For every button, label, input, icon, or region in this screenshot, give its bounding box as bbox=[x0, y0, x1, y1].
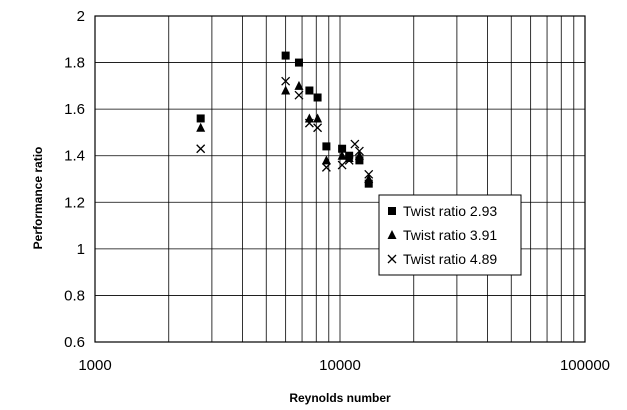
data-point bbox=[337, 150, 347, 160]
legend-label: Twist ratio 4.89 bbox=[403, 251, 497, 267]
legend-marker bbox=[388, 207, 396, 215]
legend-marker bbox=[387, 254, 397, 264]
y-tick-label: 1.2 bbox=[64, 194, 85, 211]
grid-lines bbox=[95, 16, 585, 342]
legend-label: Twist ratio 2.93 bbox=[403, 203, 497, 219]
series-3 bbox=[196, 76, 374, 179]
data-point bbox=[281, 85, 291, 95]
data-point bbox=[281, 51, 290, 60]
legend-label: Twist ratio 3.91 bbox=[403, 227, 497, 243]
data-point bbox=[294, 90, 304, 100]
series-2 bbox=[196, 80, 374, 183]
data-point bbox=[294, 80, 304, 90]
y-tick-label: 1.4 bbox=[64, 148, 85, 165]
data-point bbox=[344, 153, 354, 163]
legend-marker bbox=[387, 230, 397, 239]
data-point bbox=[354, 146, 364, 156]
x-tick-label: 1000 bbox=[78, 357, 111, 374]
legend: Twist ratio 2.93 Twist ratio 3.91 Twist ra… bbox=[378, 194, 522, 276]
data-point bbox=[196, 122, 206, 132]
data-point bbox=[321, 155, 331, 165]
y-tick-label: 1 bbox=[77, 241, 85, 258]
data-point bbox=[196, 114, 205, 123]
y-tick-label: 0.8 bbox=[64, 287, 85, 304]
data-point bbox=[350, 139, 360, 149]
data-point bbox=[313, 93, 322, 102]
data-point bbox=[338, 144, 347, 153]
data-point bbox=[354, 150, 364, 160]
y-tick-label: 2 bbox=[77, 8, 85, 25]
data-point bbox=[281, 76, 291, 86]
data-point bbox=[344, 155, 354, 165]
data-point bbox=[364, 169, 374, 179]
data-point bbox=[322, 142, 331, 151]
y-axis-title: Performance ratio bbox=[31, 147, 45, 250]
data-point bbox=[196, 144, 206, 154]
y-tick-label: 1.6 bbox=[64, 101, 85, 118]
legend-box bbox=[378, 194, 522, 276]
data-points bbox=[196, 51, 374, 188]
data-point bbox=[294, 58, 303, 67]
data-point bbox=[364, 174, 374, 183]
y-tick-label: 1.8 bbox=[64, 55, 85, 72]
x-tick-label: 100000 bbox=[560, 357, 610, 374]
y-tick-label: 0.6 bbox=[64, 334, 85, 351]
data-point bbox=[355, 156, 364, 165]
x-tick-label: 10000 bbox=[319, 357, 361, 374]
data-point bbox=[304, 118, 314, 128]
data-point bbox=[305, 86, 314, 95]
x-axis-title: Reynolds number bbox=[289, 391, 391, 405]
data-point bbox=[321, 162, 331, 172]
data-point bbox=[364, 179, 373, 188]
data-point bbox=[313, 113, 323, 123]
data-point bbox=[313, 123, 323, 133]
data-point bbox=[337, 160, 347, 170]
tick-labels: 0.6 0.8 1 1.2 1.4 1.6 1.8 2 1000 10000 100000 bbox=[64, 8, 610, 374]
